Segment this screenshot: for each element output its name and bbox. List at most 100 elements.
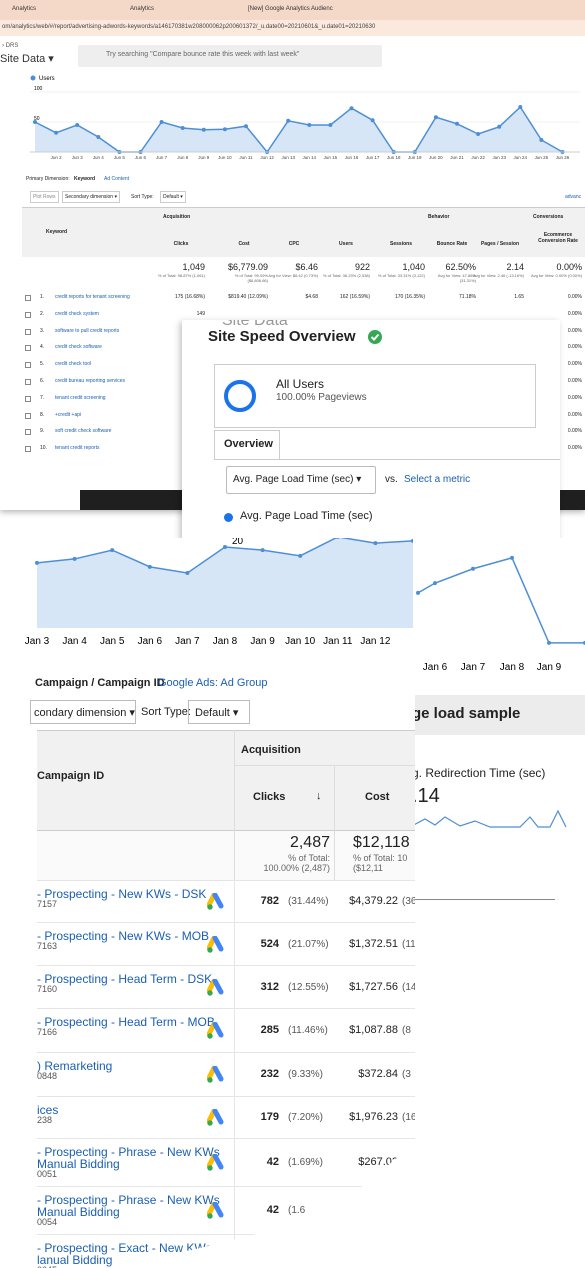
campaign-link[interactable]: - Prospecting - Head Term - DSK: [37, 972, 213, 986]
total-sub: Avg for View: $6.42 (0.73%): [268, 273, 318, 278]
campaign-link[interactable]: - Prospecting - Head Term - MOB: [37, 1015, 215, 1029]
table-head-bg: [22, 207, 585, 257]
keyword-link[interactable]: +credit +api: [55, 411, 82, 418]
keyword-link[interactable]: credit reports for tenant screening: [55, 294, 130, 300]
users-line-point: [54, 130, 59, 135]
campaign-link[interactable]: - Prospecting - New KWs - DSK: [37, 887, 207, 901]
keyword-link[interactable]: tenant credit reports: [55, 445, 100, 452]
row-checkbox[interactable]: [25, 311, 31, 318]
x-tick-label: Jun 9: [198, 155, 210, 160]
secondary-box[interactable]: [30, 700, 136, 724]
ads-icon: [207, 978, 224, 996]
campaign-link[interactable]: Manual Bidding: [37, 1157, 120, 1171]
select-metric[interactable]: Select a metric: [404, 474, 471, 485]
total-sub: % of Total: 99.09% ($6,806.66): [234, 273, 268, 283]
plot-rows[interactable]: Plot Rows: [30, 191, 59, 203]
row-border: [37, 922, 415, 923]
campaign-link[interactable]: - Prospecting - Exact - New KWs -: [37, 1241, 220, 1255]
row-checkbox[interactable]: [25, 446, 31, 453]
campaign-link[interactable]: - Prospecting - Phrase - New KWs: [37, 1193, 220, 1207]
metric[interactable]: Avg. Page Load Time (sec) ▾: [233, 474, 362, 485]
campaign-link[interactable]: 0051: [37, 1169, 58, 1179]
row-index: 2.: [40, 310, 45, 317]
table-header: [37, 730, 415, 830]
row-checkbox[interactable]: [25, 345, 31, 352]
sort[interactable]: Default ▾: [195, 707, 239, 719]
row-divider: [234, 1138, 235, 1186]
alt-dimension[interactable]: Ad Content: [104, 176, 130, 182]
x-tick-label: Jun 13: [281, 155, 295, 160]
users-line-point: [75, 123, 80, 127]
keyword-link[interactable]: credit check system: [55, 310, 99, 317]
load-line-point: [336, 538, 340, 539]
cost-pct: (3: [402, 1069, 411, 1080]
secondary[interactable]: Secondary dimension ▾: [62, 191, 120, 203]
total-sub: Avg for View: 2.46 (-13.16%): [473, 273, 524, 278]
campaign-link[interactable]: 0045: [37, 1265, 57, 1268]
row-border: [37, 1138, 415, 1139]
alt-dimension[interactable]: Google Ads: Ad Group: [158, 677, 268, 689]
secondary[interactable]: condary dimension ▾: [34, 707, 135, 719]
campaign-link[interactable]: Manual Bidding: [37, 1205, 120, 1219]
keyword-link[interactable]: credit check tool: [55, 361, 92, 368]
clicks-pct: (7.20%): [288, 1112, 324, 1123]
x-tick-label: Jun 4: [93, 155, 105, 160]
legend-dot: [224, 513, 233, 522]
browser-tab[interactable]: Analytics: [130, 6, 155, 12]
row-divider: [234, 880, 235, 922]
campaign-link[interactable]: 7157: [37, 899, 58, 909]
row-checkbox[interactable]: [25, 412, 31, 419]
sample-value: .14: [412, 785, 440, 807]
row-checkbox[interactable]: [25, 362, 31, 369]
campaign-link[interactable]: 0054: [37, 1217, 58, 1227]
sort-box[interactable]: [188, 700, 250, 724]
overview-tab[interactable]: [214, 430, 280, 460]
browser-tab[interactable]: Analytics: [12, 6, 37, 12]
load-chart: 20 Jan 3 Jan 4 Jan 5 Jan 6 Jan 7 Jan 8 Jan 9 Jan…: [25, 538, 585, 670]
total-sub: % of Total:: [288, 853, 330, 863]
row-checkbox[interactable]: [25, 395, 31, 402]
browser-tab[interactable]: [New] Google Analytics Audienc: [248, 6, 333, 12]
users-line-point: [222, 127, 227, 132]
x-tick-label: Jun 25: [535, 155, 549, 160]
campaign-link[interactable]: - Prospecting - Phrase - New KWs: [37, 1145, 220, 1159]
x-tick-label: Jun 17: [366, 155, 380, 160]
campaign-link[interactable]: 7160: [37, 984, 58, 994]
campaign-link[interactable]: 7166: [37, 1027, 58, 1037]
campaign-link[interactable]: 0848: [37, 1071, 58, 1081]
campaign-link[interactable]: ) Remarketing: [37, 1059, 113, 1073]
users-chart: Users 100 50 Jun 2 Jun 3 Jun 4 Jun 5 Jun 6 Jun 7…: [30, 75, 580, 160]
clicks-pct: (12.55%): [288, 981, 329, 993]
keyword-link[interactable]: software to pull credit reports: [55, 327, 120, 334]
ads-icon: [207, 1202, 224, 1219]
column-header: Keyword: [46, 229, 68, 235]
cost: $1,727.56: [349, 980, 398, 993]
row-index: 7.: [40, 394, 45, 401]
load-line-2-point: [433, 581, 437, 586]
row-checkbox[interactable]: [25, 379, 31, 385]
total-sub: % of Total: 33.31% (3,122): [377, 273, 425, 278]
keyword-link[interactable]: credit check software: [55, 344, 102, 351]
row-checkbox[interactable]: [25, 429, 31, 436]
hdr-divider: [234, 730, 235, 880]
load-line-point: [298, 553, 303, 558]
users-line-point: [33, 120, 37, 124]
row-checkbox[interactable]: [25, 328, 31, 335]
tab-label[interactable]: Overview: [224, 438, 273, 450]
row-checkbox[interactable]: [25, 295, 31, 301]
campaign-link[interactable]: lanual Bidding: [37, 1253, 113, 1267]
keyword-link[interactable]: tenant credit screening: [55, 394, 106, 401]
sort[interactable]: Default ▾: [160, 191, 186, 203]
campaign-link[interactable]: 238: [37, 1115, 53, 1125]
campaign-link[interactable]: ices: [37, 1103, 59, 1117]
campaign-link[interactable]: - Prospecting - New KWs - MOB: [37, 929, 210, 943]
cost: $4,379.22: [349, 895, 398, 907]
keyword-link[interactable]: soft credit check software: [55, 428, 112, 435]
users-line-point: [539, 138, 544, 142]
campaign-link[interactable]: 7163: [37, 941, 58, 951]
metric-dropdown[interactable]: [226, 466, 376, 494]
keyword-link[interactable]: credit bureau reporting services: [55, 378, 126, 384]
x-tick-label: Jun 15: [324, 155, 338, 160]
cost-pct: (8: [402, 1025, 411, 1036]
advanced-link[interactable]: advanc: [565, 194, 582, 200]
